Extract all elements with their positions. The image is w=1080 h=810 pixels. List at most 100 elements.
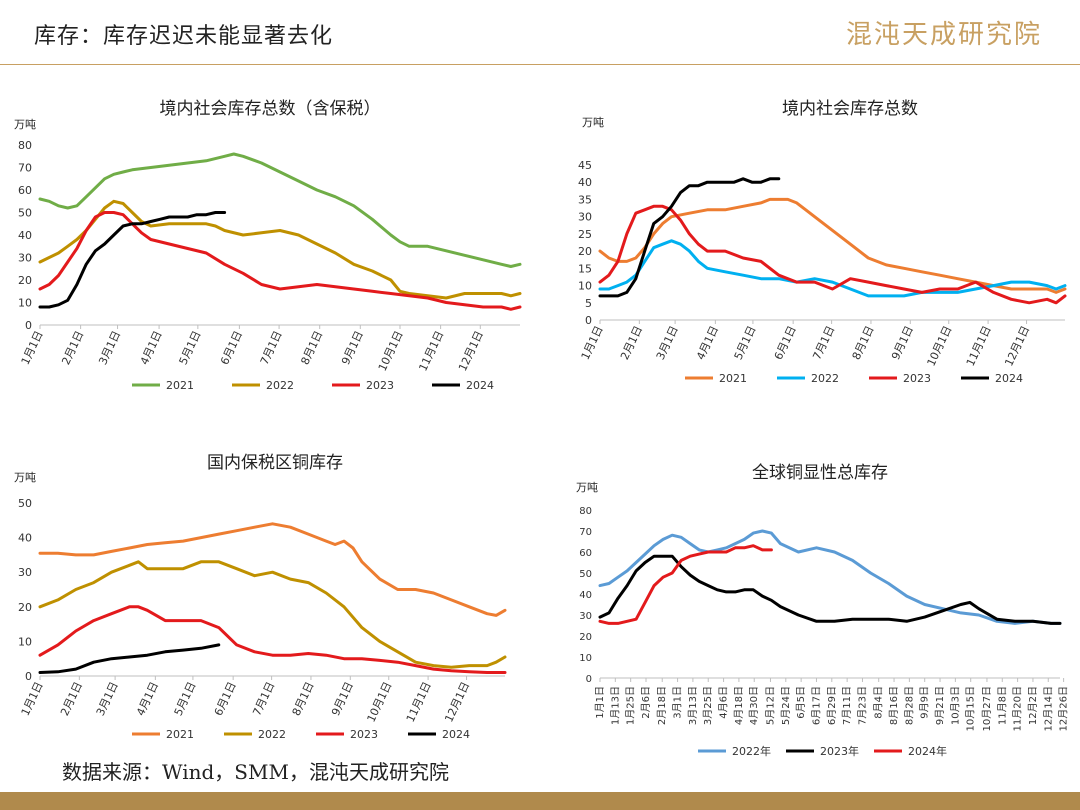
legend-label: 2021 bbox=[166, 728, 194, 741]
x-tick-label: 7月23日 bbox=[856, 686, 868, 725]
x-tick-label: 11月1日 bbox=[964, 324, 994, 368]
y-tick-label: 20 bbox=[579, 632, 592, 643]
series-line-2021 bbox=[38, 522, 507, 617]
x-tick-label: 6月1日 bbox=[772, 324, 799, 362]
series-line-2024 bbox=[598, 177, 781, 298]
x-tick-label: 3月1日 bbox=[96, 329, 123, 367]
x-tick-label: 8月4日 bbox=[873, 686, 885, 719]
x-tick-label: 4月18日 bbox=[733, 686, 745, 725]
x-tick-label: 1月13日 bbox=[609, 686, 621, 725]
legend-label: 2023年 bbox=[820, 744, 859, 758]
x-tick-label: 9月1日 bbox=[329, 680, 356, 718]
x-tick-label: 12月26日 bbox=[1058, 686, 1070, 731]
y-tick-label: 70 bbox=[18, 162, 32, 175]
legend-label: 2023 bbox=[366, 379, 394, 392]
series-line-2024 bbox=[38, 211, 227, 309]
x-tick-label: 12月1日 bbox=[442, 680, 472, 724]
series-line-2022 bbox=[38, 199, 522, 300]
y-tick-label: 40 bbox=[18, 229, 32, 242]
x-tick-label: 12月1日 bbox=[456, 329, 486, 373]
legend-label: 2022年 bbox=[732, 744, 771, 758]
legend-label: 2024年 bbox=[908, 744, 947, 758]
x-tick-label: 10月1日 bbox=[365, 680, 395, 724]
series-line-2022年 bbox=[598, 529, 1062, 625]
x-tick-label: 5月1日 bbox=[177, 329, 204, 367]
x-tick-label: 1月1日 bbox=[579, 324, 606, 362]
y-tick-label: 15 bbox=[578, 262, 592, 275]
x-tick-label: 9月1日 bbox=[889, 324, 916, 362]
x-tick-label: 1月1日 bbox=[594, 686, 606, 719]
x-tick-label: 8月1日 bbox=[850, 324, 877, 362]
y-tick-label: 30 bbox=[578, 211, 592, 224]
legend-label: 2022 bbox=[266, 379, 294, 392]
y-tick-label: 5 bbox=[585, 297, 592, 310]
chart-social-inventory-incl-bonded: 境内社会库存总数（含保税） 万吨 0 10 20 30 40 50 60 70 80 1月1日 2月1日… bbox=[14, 99, 522, 392]
x-tick-label: 11月20日 bbox=[1012, 686, 1024, 731]
x-tick-label: 9月9日 bbox=[919, 686, 931, 719]
x-tick-label: 1月25日 bbox=[625, 686, 637, 725]
legend-label: 2021 bbox=[166, 379, 194, 392]
x-tick-label: 6月1日 bbox=[218, 329, 245, 367]
x-tick-label: 1月1日 bbox=[19, 329, 46, 367]
y-tick-label: 10 bbox=[18, 297, 32, 310]
series-line-2021 bbox=[38, 152, 522, 268]
x-tick-label: 8月28日 bbox=[903, 686, 915, 725]
x-tick-label: 5月12日 bbox=[764, 686, 776, 725]
y-tick-label: 10 bbox=[579, 653, 592, 664]
x-tick-label: 10月1日 bbox=[925, 324, 955, 368]
y-tick-label: 30 bbox=[18, 566, 32, 579]
legend-label: 2022 bbox=[811, 372, 839, 385]
x-tick-label: 8月16日 bbox=[888, 686, 900, 725]
y-tick-label: 60 bbox=[18, 184, 32, 197]
legend-label: 2021 bbox=[719, 372, 747, 385]
y-tick-label: 25 bbox=[578, 228, 592, 241]
y-tick-label: 60 bbox=[579, 548, 592, 559]
x-tick-label: 4月30日 bbox=[748, 686, 760, 725]
x-tick-label: 10月1日 bbox=[376, 329, 406, 373]
chart-title: 全球铜显性总库存 bbox=[752, 463, 888, 483]
x-tick-label: 7月1日 bbox=[250, 680, 277, 718]
x-tick-label: 7月11日 bbox=[841, 686, 853, 725]
x-tick-label: 11月8日 bbox=[996, 686, 1008, 725]
y-tick-label: 0 bbox=[25, 319, 32, 332]
y-tick-label: 40 bbox=[18, 532, 32, 545]
x-tick-label: 2月1日 bbox=[618, 324, 645, 362]
y-tick-label: 30 bbox=[579, 611, 592, 622]
x-tick-label: 6月5日 bbox=[795, 686, 807, 719]
y-tick-label: 40 bbox=[579, 590, 592, 601]
y-tick-label: 50 bbox=[18, 497, 32, 510]
y-tick-label: 35 bbox=[578, 193, 592, 206]
x-tick-label: 4月6日 bbox=[718, 686, 730, 719]
y-axis-unit: 万吨 bbox=[14, 471, 36, 484]
y-tick-label: 80 bbox=[579, 506, 592, 517]
y-tick-label: 0 bbox=[585, 314, 592, 327]
y-axis-unit: 万吨 bbox=[14, 118, 36, 131]
x-tick-label: 2月6日 bbox=[640, 686, 652, 719]
x-tick-label: 9月21日 bbox=[934, 686, 946, 725]
x-tick-label: 10月3日 bbox=[949, 686, 961, 725]
x-tick-label: 10月15日 bbox=[965, 686, 977, 731]
x-tick-label: 3月1日 bbox=[94, 680, 121, 718]
x-tick-label: 8月1日 bbox=[290, 680, 317, 718]
brand-logo: 混沌天成研究院 bbox=[846, 20, 1043, 50]
footer-bar bbox=[0, 792, 1080, 810]
y-tick-label: 80 bbox=[18, 139, 32, 152]
series-line-2022 bbox=[38, 560, 507, 669]
data-source-note: 数据来源：Wind，SMM，混沌天成研究院 bbox=[62, 760, 449, 784]
y-tick-label: 20 bbox=[18, 601, 32, 614]
x-tick-label: 5月1日 bbox=[172, 680, 199, 718]
y-tick-label: 50 bbox=[579, 569, 592, 580]
x-tick-label: 7月1日 bbox=[810, 324, 837, 362]
x-tick-label: 12月1日 bbox=[1002, 324, 1032, 368]
y-tick-label: 50 bbox=[18, 207, 32, 220]
x-tick-label: 12月2日 bbox=[1027, 686, 1039, 725]
x-tick-label: 6月17日 bbox=[810, 686, 822, 725]
x-tick-label: 9月1日 bbox=[339, 329, 366, 367]
y-axis-unit: 万吨 bbox=[576, 481, 598, 494]
x-tick-label: 6月1日 bbox=[212, 680, 239, 718]
series-line-2021 bbox=[598, 197, 1067, 294]
x-tick-label: 8月1日 bbox=[298, 329, 325, 367]
series-line-2023 bbox=[598, 204, 1067, 305]
